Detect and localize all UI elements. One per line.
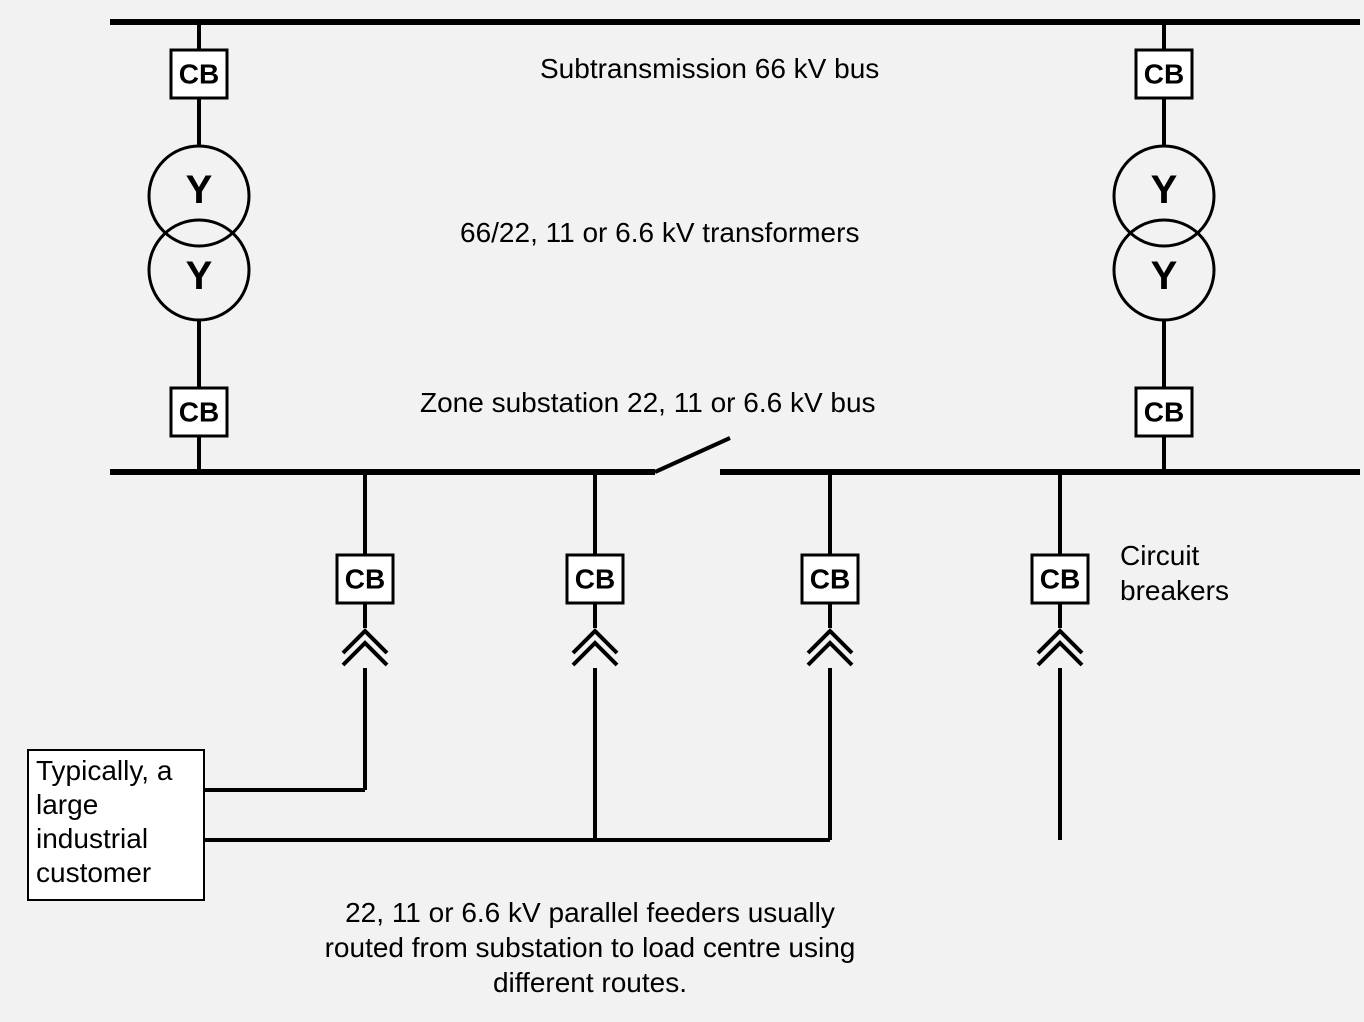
wye-symbol: Y (186, 168, 213, 212)
circuit-breakers-label: breakers (1120, 575, 1229, 606)
bus-tie-switch-open (655, 438, 730, 472)
transformers-label: 66/22, 11 or 6.6 kV transformers (460, 217, 859, 248)
feeders-caption: 22, 11 or 6.6 kV parallel feeders usuall… (345, 897, 835, 928)
circuit-breaker-label: CB (1144, 397, 1184, 428)
wye-symbol: Y (186, 254, 213, 298)
subtransmission-bus-label: Subtransmission 66 kV bus (540, 53, 879, 84)
circuit-breaker-label: CB (1040, 564, 1080, 595)
circuit-breaker-label: CB (179, 397, 219, 428)
circuit-breakers-label: Circuit (1120, 540, 1200, 571)
zone-bus-label: Zone substation 22, 11 or 6.6 kV bus (420, 387, 876, 418)
circuit-breaker-label: CB (1144, 59, 1184, 90)
customer-note-line: Typically, a (36, 755, 173, 786)
customer-note-line: large (36, 789, 98, 820)
circuit-breaker-label: CB (575, 564, 615, 595)
wye-symbol: Y (1151, 168, 1178, 212)
wye-symbol: Y (1151, 254, 1178, 298)
circuit-breaker-label: CB (345, 564, 385, 595)
feeders-caption: different routes. (493, 967, 687, 998)
customer-note-line: industrial (36, 823, 148, 854)
circuit-breaker-label: CB (179, 59, 219, 90)
circuit-breaker-label: CB (810, 564, 850, 595)
feeders-caption: routed from substation to load centre us… (325, 932, 856, 963)
customer-note-line: customer (36, 857, 151, 888)
